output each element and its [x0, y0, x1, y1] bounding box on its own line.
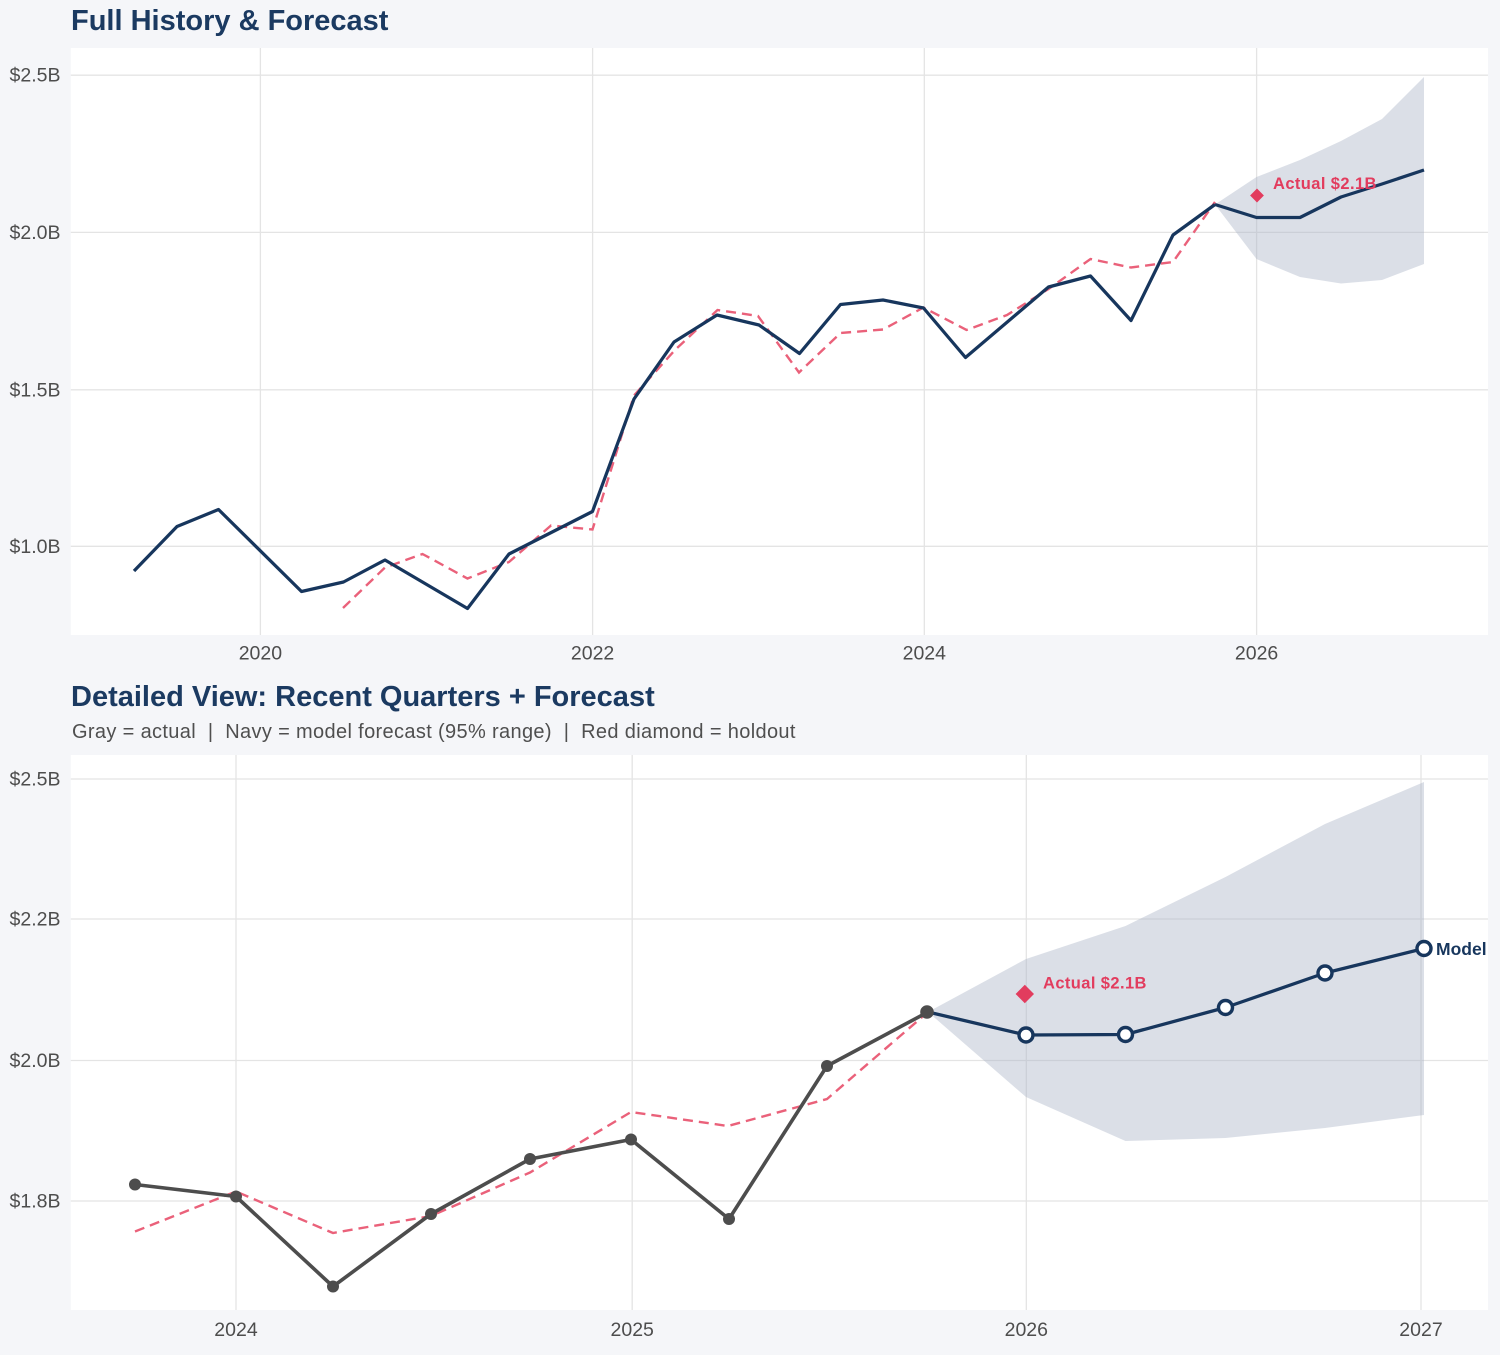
svg-text:2024: 2024	[903, 643, 947, 665]
svg-text:Actual $2.1B: Actual $2.1B	[1043, 975, 1147, 993]
svg-text:Gray = actual | Navy = model: Gray = actual | Navy = model forecast (9…	[72, 721, 796, 743]
svg-text:2026: 2026	[1005, 1319, 1048, 1341]
svg-text:Model: Model	[1436, 939, 1487, 959]
svg-text:$2.0B: $2.0B	[10, 222, 61, 244]
svg-text:$1.8B: $1.8B	[10, 1191, 61, 1213]
svg-text:2027: 2027	[1399, 1319, 1442, 1341]
svg-text:2020: 2020	[239, 643, 283, 665]
svg-text:$1.5B: $1.5B	[10, 379, 61, 401]
svg-text:Full History & Forecast: Full History & Forecast	[71, 5, 389, 37]
svg-text:2022: 2022	[571, 643, 614, 665]
svg-text:$2.5B: $2.5B	[10, 769, 61, 791]
svg-text:2025: 2025	[611, 1319, 655, 1341]
svg-text:$2.0B: $2.0B	[10, 1050, 61, 1072]
svg-text:2024: 2024	[214, 1319, 258, 1341]
svg-text:Detailed View: Recent Quarters: Detailed View: Recent Quarters + Forecas…	[71, 681, 655, 713]
svg-text:Actual $2.1B: Actual $2.1B	[1273, 175, 1377, 193]
svg-text:2026: 2026	[1235, 643, 1278, 665]
svg-text:$2.5B: $2.5B	[10, 65, 61, 87]
svg-text:$2.2B: $2.2B	[10, 909, 61, 931]
svg-text:$1.0B: $1.0B	[10, 536, 61, 558]
